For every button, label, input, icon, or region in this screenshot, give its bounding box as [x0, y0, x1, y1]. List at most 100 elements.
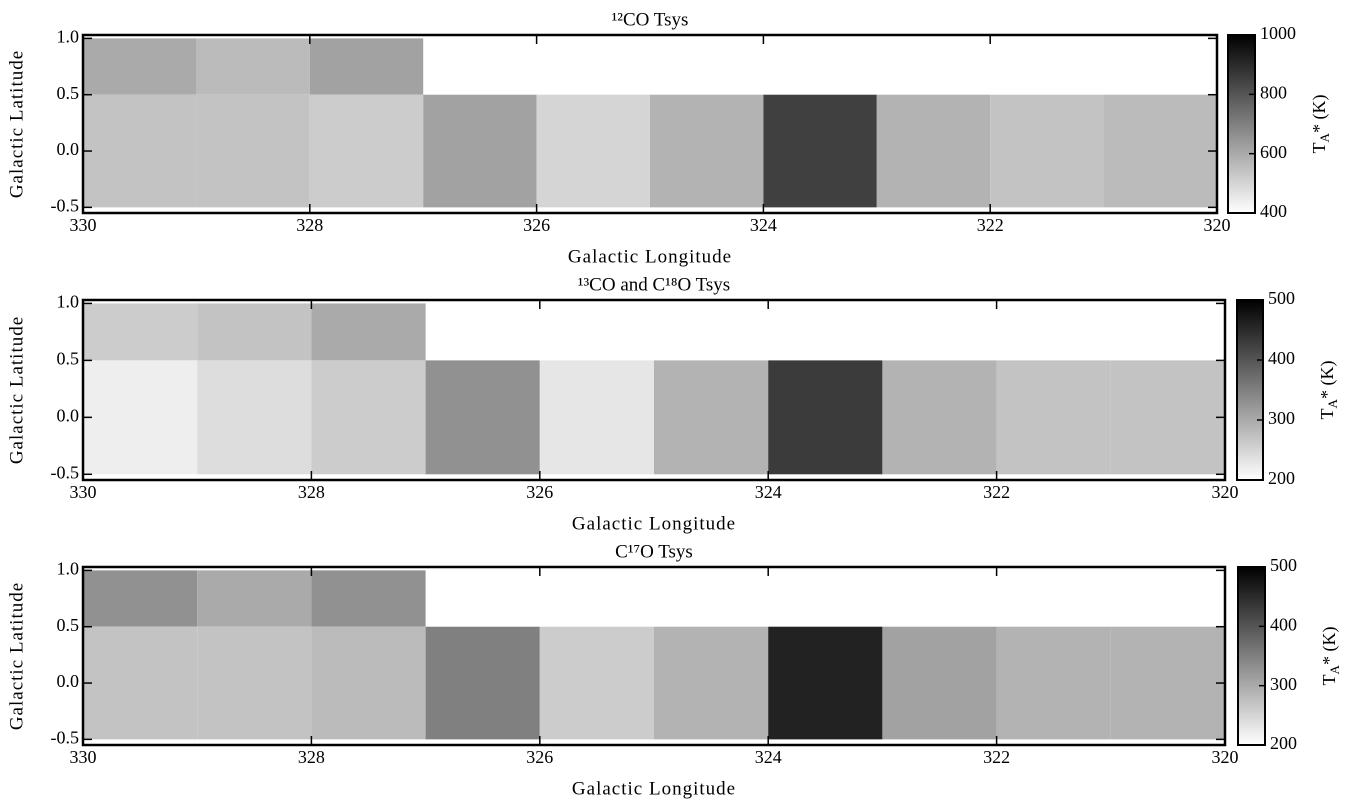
y-tick-label: 0.5	[57, 615, 80, 635]
tile	[196, 94, 310, 208]
colorbar-tick-label: 500	[1270, 555, 1297, 575]
tile	[654, 360, 769, 475]
colorbar-label-part: T	[1309, 142, 1329, 153]
tile	[1110, 626, 1225, 740]
tile	[882, 626, 997, 740]
tile	[83, 570, 198, 627]
y-axis-label: Galactic Latitude	[6, 50, 27, 198]
tile	[83, 303, 198, 361]
tile	[423, 94, 537, 208]
tile	[83, 38, 197, 95]
y-tick-label: 1.0	[57, 559, 80, 579]
x-tick-label: 326	[526, 747, 553, 767]
tile	[197, 303, 312, 361]
chart-title: C¹⁷O Tsys	[615, 541, 693, 562]
x-tick-label: 322	[983, 482, 1010, 502]
y-tick-label: -0.5	[51, 195, 80, 215]
colorbar-label: TA* (K)	[1309, 95, 1332, 154]
x-tick-label: 330	[70, 747, 97, 767]
tile	[311, 360, 426, 475]
x-tick-label: 320	[1212, 747, 1239, 767]
tile	[197, 570, 312, 627]
colorbar-tick-label: 1000	[1260, 23, 1296, 43]
x-tick-label: 328	[298, 482, 325, 502]
tile	[1110, 360, 1225, 475]
colorbar-label-part: T	[1317, 408, 1337, 419]
colorbar	[1236, 299, 1264, 481]
tile	[309, 94, 424, 208]
tile	[425, 360, 540, 475]
tile	[876, 94, 991, 208]
y-tick-label: 0.0	[57, 139, 80, 159]
colorbar-tick-label: 400	[1268, 348, 1295, 368]
colorbar-tick-label: 200	[1268, 468, 1295, 488]
tile	[996, 360, 1111, 475]
x-tick-label: 322	[977, 215, 1004, 235]
colorbar-tick-label: 500	[1268, 288, 1295, 308]
y-tick-label: 1.0	[57, 27, 80, 47]
colorbar-tick-label: 800	[1260, 82, 1287, 102]
y-tick-label: -0.5	[51, 727, 80, 747]
y-tick-label: 0.5	[57, 83, 80, 103]
colorbar-tick-label: 600	[1260, 142, 1287, 162]
tile	[990, 94, 1104, 208]
x-tick-label: 328	[296, 215, 323, 235]
colorbar-label-part: A	[1317, 132, 1332, 142]
x-axis-label: Galactic Longitude	[568, 246, 732, 267]
colorbar	[1227, 34, 1256, 214]
tile	[83, 94, 197, 208]
colorbar-tick-label: 300	[1270, 674, 1297, 694]
x-tick-label: 330	[70, 215, 97, 235]
y-axis-label: Galactic Latitude	[6, 316, 27, 464]
x-tick-label: 326	[526, 482, 553, 502]
tile	[763, 94, 877, 208]
tile	[650, 94, 764, 208]
colorbar-tick-label: 400	[1270, 614, 1297, 634]
colorbar-label: TA* (K)	[1317, 361, 1340, 420]
colorbar-label-part: A	[1325, 398, 1340, 408]
tile	[539, 360, 654, 475]
x-tick-label: 328	[298, 747, 325, 767]
chart-title: ¹²CO Tsys	[612, 9, 689, 30]
colorbar-label-part: * (K)	[1319, 627, 1340, 666]
x-tick-label: 326	[523, 215, 550, 235]
y-tick-label: 0.0	[57, 671, 80, 691]
colorbar	[1237, 566, 1266, 746]
tile	[539, 626, 654, 740]
tile	[83, 626, 198, 740]
y-axis-label: Galactic Latitude	[6, 582, 27, 730]
y-tick-label: 0.5	[57, 349, 80, 369]
x-tick-label: 330	[70, 482, 97, 502]
x-tick-label: 322	[983, 747, 1010, 767]
y-tick-label: 1.0	[57, 292, 80, 312]
x-tick-label: 324	[755, 482, 782, 502]
x-tick-label: 324	[755, 747, 782, 767]
plot-frame	[81, 298, 1227, 482]
x-axis-label: Galactic Longitude	[572, 778, 736, 799]
chart-title: ¹³CO and C¹⁸O Tsys	[578, 274, 730, 295]
tile	[768, 360, 883, 475]
tile	[196, 38, 310, 95]
plot-frame	[81, 565, 1227, 747]
colorbar-label-part: T	[1319, 674, 1339, 685]
x-tick-label: 320	[1212, 482, 1239, 502]
colorbar-label-part: * (K)	[1309, 95, 1330, 134]
tile	[768, 626, 883, 740]
y-tick-label: 0.0	[57, 405, 80, 425]
y-tick-label: -0.5	[51, 462, 80, 482]
colorbar-tick-label: 200	[1270, 733, 1297, 753]
tile	[654, 626, 769, 740]
tile	[996, 626, 1111, 740]
x-tick-label: 324	[750, 215, 777, 235]
tile	[311, 303, 426, 361]
tile	[1103, 94, 1217, 208]
tile	[882, 360, 997, 475]
tile	[197, 360, 312, 475]
colorbar-label: TA* (K)	[1319, 627, 1342, 686]
colorbar-tick-label: 400	[1260, 201, 1287, 221]
tile	[425, 626, 540, 740]
colorbar-label-part: * (K)	[1317, 361, 1338, 400]
x-tick-label: 320	[1204, 215, 1231, 235]
tile	[83, 360, 198, 475]
